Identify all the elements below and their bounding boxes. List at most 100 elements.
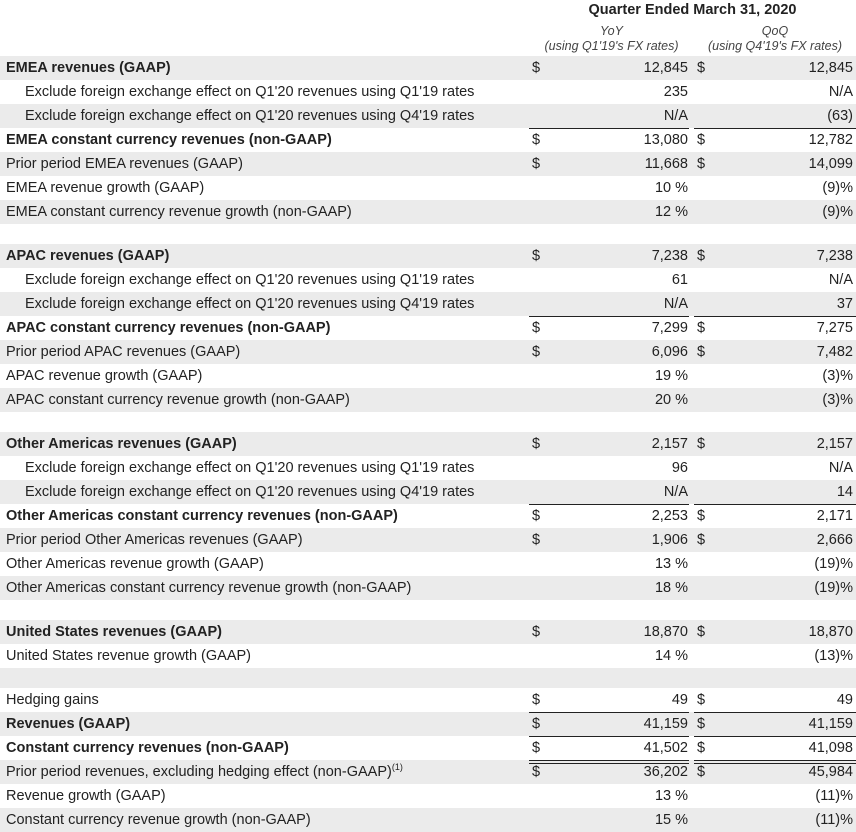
table-row-emea-cc-growth: EMEA constant currency revenue growth (n… <box>0 200 856 224</box>
qoq-value: 41,098 <box>808 740 853 756</box>
table-row-apac-fx-q4: Exclude foreign exchange effect on Q1'20… <box>0 292 856 316</box>
yoy-value: 13,080 <box>643 132 688 148</box>
row-label-text: Prior period revenues, excluding hedging… <box>6 764 392 780</box>
currency-symbol: $ <box>697 716 706 732</box>
yoy-value: N/A <box>663 108 688 124</box>
qoq-value: 14,099 <box>808 156 853 172</box>
qoq-value: (3)% <box>822 392 853 408</box>
table-row-emea-fx-q1: Exclude foreign exchange effect on Q1'20… <box>0 80 856 104</box>
qoq-value: N/A <box>828 84 853 100</box>
revenue-table: EMEA revenues (GAAP) $ 12,845 $ 12,845 E… <box>0 56 856 832</box>
row-label: Exclude foreign exchange effect on Q1'20… <box>25 84 475 100</box>
subtotal-rule <box>529 128 689 129</box>
table-row-revenues: Revenues (GAAP) $ 41,159 $ 41,159 <box>0 712 856 736</box>
subtotal-rule <box>529 504 689 505</box>
row-label: Exclude foreign exchange effect on Q1'20… <box>25 460 475 476</box>
subtotal-rule <box>694 504 856 505</box>
qoq-column-heading: QoQ (using Q4'19's FX rates) <box>694 24 856 53</box>
yoy-value: 61 <box>671 272 688 288</box>
currency-symbol: $ <box>532 436 541 452</box>
qoq-value: 7,275 <box>816 320 853 336</box>
yoy-value: 2,253 <box>651 508 688 524</box>
table-row-emea-fx-q4: Exclude foreign exchange effect on Q1'20… <box>0 104 856 128</box>
qoq-value: (63) <box>827 108 853 124</box>
table-row-apac-growth: APAC revenue growth (GAAP) 19 % (3)% <box>0 364 856 388</box>
currency-symbol: $ <box>697 320 706 336</box>
currency-symbol: $ <box>697 436 706 452</box>
qoq-value: (9)% <box>822 204 853 220</box>
yoy-value: 13 % <box>654 788 688 804</box>
table-row-revenue-growth: Revenue growth (GAAP) 13 % (11)% <box>0 784 856 808</box>
yoy-value: 7,238 <box>651 248 688 264</box>
yoy-value: 7,299 <box>651 320 688 336</box>
subtotal-rule <box>529 736 689 737</box>
currency-symbol: $ <box>532 132 541 148</box>
footnote-marker: (1) <box>391 762 403 773</box>
currency-symbol: $ <box>532 156 541 172</box>
currency-symbol: $ <box>697 132 706 148</box>
row-label: Prior period revenues, excluding hedging… <box>6 760 403 784</box>
table-row-oa-growth: Other Americas revenue growth (GAAP) 13 … <box>0 552 856 576</box>
qoq-value: N/A <box>828 460 853 476</box>
qoq-value: (11)% <box>815 812 853 828</box>
qoq-value: 18,870 <box>808 624 853 640</box>
currency-symbol: $ <box>532 716 541 732</box>
table-row-apac-constant-currency: APAC constant currency revenues (non-GAA… <box>0 316 856 340</box>
yoy-title: YoY <box>600 24 623 38</box>
yoy-value: 19 % <box>654 368 688 384</box>
qoq-value: 12,845 <box>808 60 853 76</box>
qoq-value: 14 <box>836 484 853 500</box>
currency-symbol: $ <box>697 344 706 360</box>
table-row-oa-constant-currency: Other Americas constant currency revenue… <box>0 504 856 528</box>
table-row-oa-cc-growth: Other Americas constant currency revenue… <box>0 576 856 600</box>
row-label: Prior period EMEA revenues (GAAP) <box>6 156 243 172</box>
yoy-value: 12,845 <box>643 60 688 76</box>
yoy-value: 12 % <box>654 204 688 220</box>
table-row-oa-fx-q1: Exclude foreign exchange effect on Q1'20… <box>0 456 856 480</box>
qoq-value: 2,171 <box>816 508 853 524</box>
row-label: EMEA revenues (GAAP) <box>6 60 171 76</box>
qoq-value: 41,159 <box>808 716 853 732</box>
table-row-oa-fx-q4: Exclude foreign exchange effect on Q1'20… <box>0 480 856 504</box>
row-label: Constant currency revenue growth (non-GA… <box>6 812 311 828</box>
currency-symbol: $ <box>697 692 706 708</box>
row-label: Other Americas constant currency revenue… <box>6 508 398 524</box>
qoq-value: 45,984 <box>808 764 853 780</box>
yoy-value: 96 <box>671 460 688 476</box>
qoq-value: (19)% <box>814 556 853 572</box>
currency-symbol: $ <box>697 764 706 780</box>
row-label: APAC revenue growth (GAAP) <box>6 368 203 384</box>
qoq-subtitle: (using Q4'19's FX rates) <box>708 38 842 53</box>
qoq-value: (3)% <box>822 368 853 384</box>
row-label: Exclude foreign exchange effect on Q1'20… <box>25 296 475 312</box>
table-row-constant-currency-revenues: Constant currency revenues (non-GAAP) $ … <box>0 736 856 760</box>
currency-symbol: $ <box>532 320 541 336</box>
currency-symbol: $ <box>532 532 541 548</box>
row-label: Prior period APAC revenues (GAAP) <box>6 344 241 360</box>
table-row-apac-revenues: APAC revenues (GAAP) $ 7,238 $ 7,238 <box>0 244 856 268</box>
yoy-value: 15 % <box>654 812 688 828</box>
row-label: EMEA constant currency revenue growth (n… <box>6 204 352 220</box>
currency-symbol: $ <box>532 740 541 756</box>
currency-symbol: $ <box>697 60 706 76</box>
qoq-value: 2,157 <box>816 436 853 452</box>
row-label: APAC constant currency revenues (non-GAA… <box>6 320 331 336</box>
currency-symbol: $ <box>697 156 706 172</box>
spacer-row <box>0 412 856 432</box>
subtotal-rule <box>694 736 856 737</box>
subtotal-rule <box>694 128 856 129</box>
row-label: EMEA constant currency revenues (non-GAA… <box>6 132 332 148</box>
table-row-apac-fx-q1: Exclude foreign exchange effect on Q1'20… <box>0 268 856 292</box>
currency-symbol: $ <box>532 508 541 524</box>
qoq-value: N/A <box>828 272 853 288</box>
currency-symbol: $ <box>532 248 541 264</box>
row-label: United States revenues (GAAP) <box>6 624 222 640</box>
row-label: Revenues (GAAP) <box>6 716 131 732</box>
qoq-value: (9)% <box>822 180 853 196</box>
currency-symbol: $ <box>532 344 541 360</box>
qoq-value: 12,782 <box>808 132 853 148</box>
qoq-value: (11)% <box>815 788 853 804</box>
currency-symbol: $ <box>532 624 541 640</box>
row-label: Other Americas revenue growth (GAAP) <box>6 556 264 572</box>
